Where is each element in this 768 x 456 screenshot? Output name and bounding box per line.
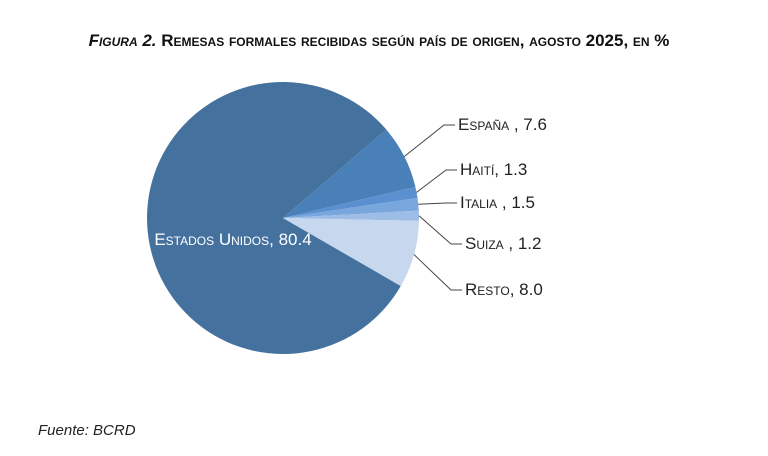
- pie-slice: [283, 129, 416, 218]
- pie-slice: [283, 210, 419, 221]
- leader-line: [413, 254, 462, 291]
- pie-slice: [283, 218, 419, 286]
- data-label: Italia , 1.5: [460, 192, 535, 214]
- leader-line: [403, 124, 455, 157]
- category-label: Estados Unidos: [154, 230, 270, 249]
- category-label: Haití: [460, 160, 495, 179]
- category-label: Italia: [460, 193, 498, 212]
- value-label: , 7.6: [509, 115, 547, 134]
- data-label: Haití, 1.3: [460, 159, 527, 181]
- chart-title: Figura 2. Remesas formales recibidas seg…: [84, 30, 674, 52]
- data-label: Estados Unidos, 80.4: [148, 229, 318, 251]
- value-label: , 80.4: [269, 230, 312, 249]
- pie-slice: [283, 197, 419, 218]
- category-label: Suiza: [465, 234, 504, 253]
- pie-slice: [283, 186, 418, 218]
- data-label: España , 7.6: [458, 114, 547, 136]
- data-label: Suiza , 1.2: [465, 233, 542, 255]
- leader-line: [416, 169, 457, 193]
- value-label: , 1.3: [494, 160, 528, 179]
- category-label: Resto: [465, 280, 510, 299]
- category-label: España: [458, 115, 510, 134]
- value-label: , 1.2: [503, 234, 542, 253]
- pie-slice: [147, 82, 401, 355]
- leader-line: [418, 215, 462, 245]
- value-label: , 8.0: [509, 280, 543, 299]
- figure-label: Figura 2.: [88, 31, 157, 50]
- leader-line: [418, 202, 457, 205]
- data-label: Resto, 8.0: [465, 279, 543, 301]
- title-text: Remesas formales recibidas según país de…: [161, 31, 670, 50]
- source-note: Fuente: BCRD: [38, 422, 136, 439]
- value-label: , 1.5: [497, 193, 535, 212]
